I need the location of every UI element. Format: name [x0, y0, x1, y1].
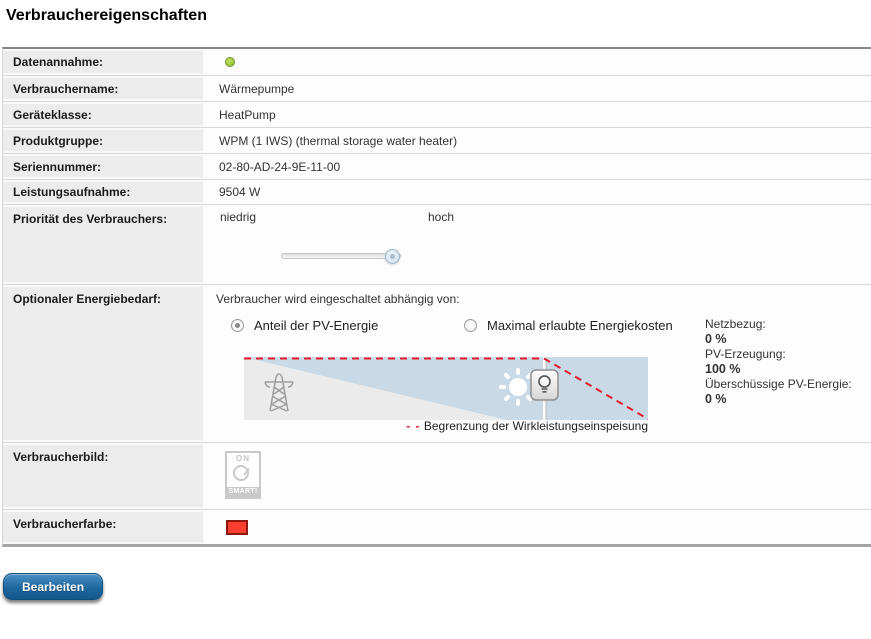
row-label: Optionaler Energiebedarf: — [3, 285, 206, 442]
table-row-leistungsaufnahme: Leistungsaufnahme: 9504 W — [3, 180, 871, 205]
row-label: Verbraucherbild: — [3, 443, 206, 509]
dial-knob-icon — [233, 465, 249, 481]
power-consumption-value: 9504 W — [206, 180, 871, 204]
consumer-image-area: ON SMART! — [206, 443, 871, 509]
energy-demand-intro: Verbraucher wird eingeschaltet abhängig … — [216, 292, 460, 306]
feed-in-limit-line — [244, 357, 648, 420]
row-label: Verbraucherfarbe: — [3, 510, 206, 544]
radio-pv-share-label[interactable]: Anteil der PV-Energie — [254, 318, 379, 333]
status-ok-icon — [225, 57, 235, 67]
product-group-value: WPM (1 IWS) (thermal storage water heate… — [206, 128, 871, 153]
smart-socket-smart-label: SMART! — [227, 487, 259, 497]
table-row-energiebedarf: Optionaler Energiebedarf: Verbraucher wi… — [3, 285, 871, 443]
priority-value-area: niedrig hoch — [206, 205, 871, 284]
bulb-slider-handle[interactable] — [530, 369, 559, 401]
radio-max-energy-cost[interactable] — [464, 319, 477, 332]
feed-in-limit-legend: - - Begrenzung der Wirkleistungseinspeis… — [244, 419, 648, 433]
stat-label-ueberschuessige-pv: Überschüssige PV-Energie: — [705, 377, 852, 391]
row-label: Datenannahme: — [3, 49, 206, 75]
row-label: Seriennummer: — [3, 154, 206, 179]
radio-pv-share[interactable] — [231, 319, 244, 332]
serial-number-value: 02-80-AD-24-9E-11-00 — [206, 154, 871, 179]
smart-socket-icon: ON SMART! — [225, 451, 261, 499]
stat-label-pv-erzeugung: PV-Erzeugung: — [705, 347, 786, 361]
power-pylon-icon — [264, 373, 294, 412]
table-row-verbraucherfarbe: Verbraucherfarbe: — [3, 510, 871, 544]
table-row-prioritaet: Priorität des Verbrauchers: niedrig hoch — [3, 205, 871, 285]
stat-value-pv-erzeugung: 100 % — [705, 362, 741, 376]
row-label: Verbrauchername: — [3, 76, 206, 101]
stat-label-netzbezug: Netzbezug: — [705, 317, 766, 331]
row-label: Priorität des Verbrauchers: — [3, 205, 206, 284]
radio-max-energy-cost-label[interactable]: Maximal erlaubte Energiekosten — [487, 318, 673, 333]
table-row-verbrauchername: Verbrauchername: Wärmepumpe — [3, 76, 871, 102]
stat-value-ueberschuessige-pv: 0 % — [705, 392, 727, 406]
legend-dash-icon: - - — [406, 419, 421, 433]
table-row-seriennummer: Seriennummer: 02-80-AD-24-9E-11-00 — [3, 154, 871, 180]
bulb-icon — [538, 375, 551, 388]
priority-min-label: niedrig — [220, 210, 257, 224]
consumer-name-value: Wärmepumpe — [206, 76, 871, 101]
row-label: Leistungsaufnahme: — [3, 180, 206, 204]
row-value — [206, 49, 871, 75]
smart-socket-on-label: ON — [236, 454, 250, 463]
consumer-color-area — [206, 510, 871, 544]
energy-stats: Netzbezug: 0 % PV-Erzeugung: 100 % Übers… — [705, 317, 852, 407]
row-label: Produktgruppe: — [3, 128, 206, 153]
bulb-icon-base — [541, 388, 548, 393]
table-row-geraeteklasse: Geräteklasse: HeatPump — [3, 102, 871, 128]
sun-icon — [499, 368, 537, 406]
priority-max-label: hoch — [428, 210, 455, 224]
pv-share-diagram — [244, 357, 648, 420]
row-label: Geräteklasse: — [3, 102, 206, 127]
stat-value-netzbezug: 0 % — [705, 332, 727, 346]
page-title: Verbrauchereigenschaften — [6, 7, 207, 24]
energy-demand-area: Verbraucher wird eingeschaltet abhängig … — [206, 285, 871, 442]
consumer-color-swatch — [226, 520, 248, 535]
edit-button[interactable]: Bearbeiten — [3, 573, 104, 600]
legend-text: Begrenzung der Wirkleistungseinspeisung — [423, 419, 648, 433]
priority-slider-track[interactable] — [281, 249, 401, 264]
priority-slider-thumb[interactable] — [385, 249, 400, 264]
table-row-produktgruppe: Produktgruppe: WPM (1 IWS) (thermal stor… — [3, 128, 871, 154]
device-class-value: HeatPump — [206, 102, 871, 127]
table-row-verbraucherbild: Verbraucherbild: ON SMART! — [3, 443, 871, 510]
consumer-properties-table: Datenannahme: Verbrauchername: Wärmepump… — [2, 47, 871, 547]
table-row-datenannahme: Datenannahme: — [3, 49, 871, 76]
